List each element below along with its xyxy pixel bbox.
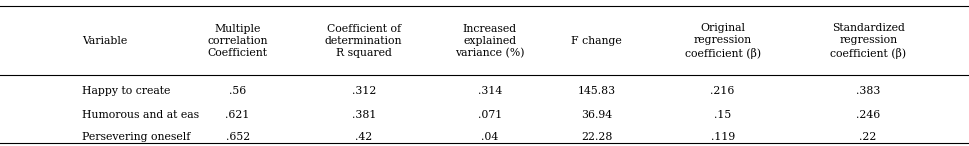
Text: Variable: Variable xyxy=(82,36,128,46)
Text: .381: .381 xyxy=(351,110,376,120)
Text: .621: .621 xyxy=(225,110,250,120)
Text: .383: .383 xyxy=(855,86,880,96)
Text: Original
regression
coefficient (β): Original regression coefficient (β) xyxy=(684,23,760,59)
Text: Happy to create: Happy to create xyxy=(82,86,171,96)
Text: Humorous and at eas: Humorous and at eas xyxy=(82,110,200,120)
Text: .314: .314 xyxy=(477,86,502,96)
Text: .42: .42 xyxy=(355,132,372,141)
Text: Persevering oneself: Persevering oneself xyxy=(82,132,191,141)
Text: .56: .56 xyxy=(229,86,246,96)
Text: Increased
explained
variance (%): Increased explained variance (%) xyxy=(454,24,524,58)
Text: 145.83: 145.83 xyxy=(577,86,615,96)
Text: Standardized
regression
coefficient (β): Standardized regression coefficient (β) xyxy=(829,23,905,59)
Text: Coefficient of
determination
R squared: Coefficient of determination R squared xyxy=(325,24,402,58)
Text: Multiple
correlation
Coefficient: Multiple correlation Coefficient xyxy=(207,24,267,58)
Text: .071: .071 xyxy=(477,110,502,120)
Text: .312: .312 xyxy=(351,86,376,96)
Text: .119: .119 xyxy=(709,132,734,141)
Text: .246: .246 xyxy=(855,110,879,120)
Text: .15: .15 xyxy=(713,110,731,120)
Text: F change: F change xyxy=(571,36,621,46)
Text: .216: .216 xyxy=(709,86,735,96)
Text: 22.28: 22.28 xyxy=(580,132,611,141)
Text: .652: .652 xyxy=(225,132,250,141)
Text: 36.94: 36.94 xyxy=(580,110,611,120)
Text: .22: .22 xyxy=(859,132,876,141)
Text: .04: .04 xyxy=(481,132,498,141)
